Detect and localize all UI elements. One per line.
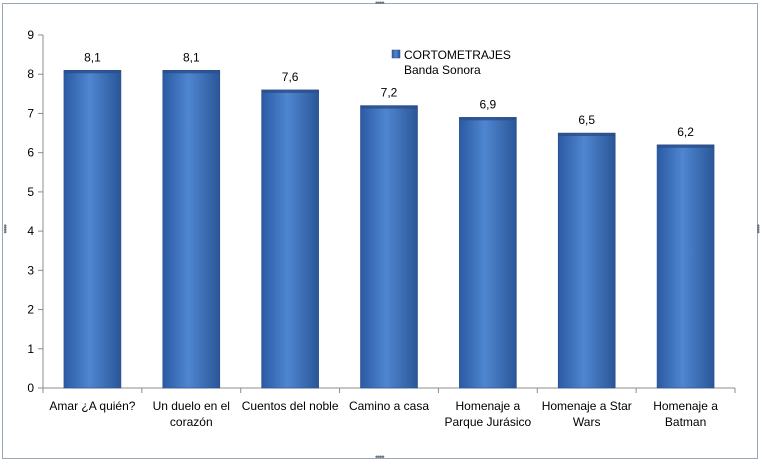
y-tick-label: 9 (27, 28, 34, 42)
data-label: 6,9 (480, 97, 497, 111)
bar (656, 144, 715, 389)
category-label: Homenaje a (455, 399, 520, 413)
bar (557, 132, 616, 389)
axes: 0 1 2 3 4 5 6 7 8 9 Amar ¿A quién? Un duelo en el co… (27, 28, 736, 429)
resize-handle-right[interactable]: •••• (753, 224, 762, 233)
category-label: Amar ¿A quién? (49, 399, 135, 413)
bar-top-edge (558, 133, 616, 137)
bar-top-edge (360, 105, 418, 109)
category-label: Parque Jurásico (444, 415, 531, 429)
y-tick-label: 5 (27, 185, 34, 199)
data-label: 6,5 (578, 113, 595, 127)
bar-top-edge (63, 70, 121, 74)
category-label: corazón (170, 415, 213, 429)
resize-handle-left[interactable]: •••• (0, 224, 10, 233)
bar-top-edge (261, 89, 319, 93)
category-label: Homenaje a (653, 399, 718, 413)
resize-handle-top[interactable]: •••• (375, 0, 385, 8)
y-tick-label: 6 (27, 146, 34, 160)
category-label: Wars (573, 415, 601, 429)
data-label: 7,6 (282, 70, 299, 84)
category-label: Batman (665, 415, 706, 429)
y-tick-label: 1 (27, 342, 34, 356)
legend-swatch (391, 49, 401, 59)
data-label: 7,2 (381, 86, 398, 100)
y-tick-label: 8 (27, 67, 34, 81)
bar (63, 70, 122, 389)
y-tick-label: 3 (27, 263, 34, 277)
category-label: Un duelo en el (153, 399, 230, 413)
bar (360, 105, 418, 389)
bar-top-edge (162, 70, 220, 74)
legend-entry: Banda Sonora (404, 63, 481, 77)
category-label: Homenaje a Star (542, 399, 632, 413)
bar (162, 70, 221, 389)
data-label: 6,2 (677, 125, 694, 139)
y-tick-label: 7 (27, 106, 34, 120)
bars: 8,1 8,1 7,6 7,2 6,9 6,5 6,2 (63, 50, 715, 389)
y-tick-label: 4 (27, 224, 34, 238)
data-label: 8,1 (84, 50, 101, 64)
bar (261, 89, 319, 389)
legend-entry: CORTOMETRAJES (404, 48, 511, 62)
bar-top-edge (459, 117, 517, 121)
category-label: Camino a casa (349, 399, 429, 413)
data-label: 8,1 (183, 50, 200, 64)
resize-handle-bottom[interactable]: •••• (375, 452, 385, 462)
bar (459, 117, 517, 389)
category-label: Cuentos del noble (242, 399, 339, 413)
bar-top-edge (657, 144, 715, 148)
y-tick-label: 2 (27, 303, 34, 317)
y-tick-label: 0 (27, 381, 34, 395)
